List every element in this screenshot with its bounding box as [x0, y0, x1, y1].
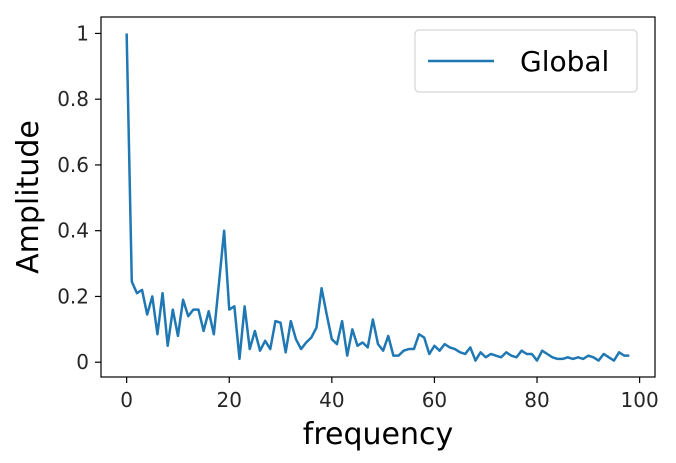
y-axis-ticks: 0 0.2 0.4 0.6 0.8 1	[57, 21, 101, 374]
legend-label-global: Global	[520, 45, 609, 78]
axes-frame	[100, 16, 656, 378]
x-tick-label: 20	[217, 388, 242, 412]
x-tick-label: 40	[319, 388, 344, 412]
x-tick-label: 100	[621, 388, 659, 412]
x-tick-label: 0	[120, 388, 133, 412]
y-tick-label: 0	[76, 350, 89, 374]
legend: Global	[414, 29, 638, 93]
y-tick-label: 0.4	[57, 219, 89, 243]
plot-area	[125, 33, 630, 362]
x-axis-label: frequency	[303, 417, 453, 452]
y-tick-label: 0.8	[57, 87, 89, 111]
series-line-global	[125, 33, 630, 362]
y-axis-label: Amplitude	[11, 120, 46, 274]
x-axis-ticks: 0 20 40 60 80 100	[120, 377, 659, 412]
y-tick-label: 0.6	[57, 153, 89, 177]
x-tick-label: 80	[524, 388, 549, 412]
y-tick-label: 0.2	[57, 284, 89, 308]
x-tick-label: 60	[422, 388, 447, 412]
legend-box	[414, 29, 638, 93]
y-tick-label: 1	[76, 21, 89, 45]
